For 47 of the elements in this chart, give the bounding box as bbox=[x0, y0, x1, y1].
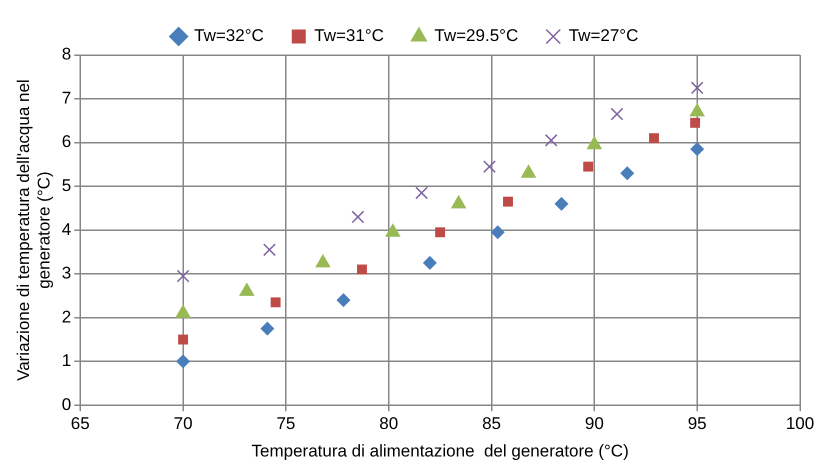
x-tick-label: 85 bbox=[482, 414, 501, 434]
point bbox=[690, 142, 704, 156]
x-tick-label: 70 bbox=[174, 414, 193, 434]
y-axis-title: Variazione di temperatura dell'acqua nel generatore (°C) bbox=[14, 79, 54, 381]
legend-label: Tw=29.5°C bbox=[434, 26, 518, 46]
point bbox=[422, 256, 437, 270]
legend-label: Tw=27°C bbox=[568, 26, 638, 46]
y-tick-label: 3 bbox=[62, 264, 72, 283]
y-tick-label: 1 bbox=[62, 351, 72, 370]
x-tick-label: 80 bbox=[379, 414, 398, 434]
point bbox=[620, 166, 634, 180]
point bbox=[503, 196, 513, 207]
legend-label: Tw=31°C bbox=[314, 26, 384, 46]
point bbox=[649, 133, 659, 144]
y-tick-label: 6 bbox=[62, 132, 72, 152]
point bbox=[415, 186, 428, 200]
point bbox=[483, 160, 496, 174]
x-tick-label: 65 bbox=[70, 414, 90, 434]
y-tick-label: 5 bbox=[62, 176, 72, 196]
x-axis-title: Temperatura di alimentazione del generatore (°C) bbox=[252, 441, 629, 460]
point bbox=[690, 81, 704, 94]
point bbox=[176, 270, 190, 282]
point bbox=[178, 334, 188, 344]
legend-label: Tw=32°C bbox=[194, 26, 264, 46]
x-tick-label: 75 bbox=[276, 414, 296, 434]
y-tick-label: 4 bbox=[62, 220, 72, 239]
point bbox=[690, 118, 700, 128]
point bbox=[263, 243, 276, 256]
y-tick-label: 0 bbox=[62, 394, 72, 414]
x-tick-label: 100 bbox=[786, 414, 814, 434]
point bbox=[351, 210, 364, 224]
y-tick-label: 7 bbox=[62, 88, 72, 108]
x-tick-label: 95 bbox=[688, 414, 707, 434]
point bbox=[260, 322, 274, 336]
point bbox=[544, 134, 558, 147]
y-tick-label: 8 bbox=[62, 44, 72, 64]
point bbox=[357, 264, 367, 274]
point bbox=[490, 225, 505, 240]
point bbox=[583, 162, 594, 172]
point bbox=[270, 297, 281, 308]
point bbox=[610, 108, 624, 121]
point bbox=[435, 227, 446, 238]
point bbox=[554, 196, 568, 211]
point bbox=[336, 293, 350, 308]
point bbox=[176, 354, 190, 368]
x-tick-label: 90 bbox=[584, 414, 604, 434]
y-tick-label: 2 bbox=[62, 307, 72, 326]
